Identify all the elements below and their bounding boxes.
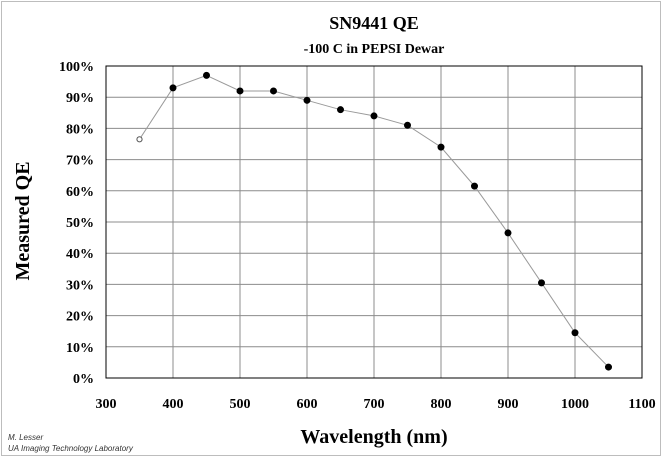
data-point: [437, 143, 445, 151]
data-point: [337, 106, 344, 114]
y-tick-label: 0%: [73, 372, 94, 387]
y-tick-label: 10%: [66, 341, 94, 356]
credit-lab: UA Imaging Technology Laboratory: [8, 444, 133, 453]
data-point: [169, 84, 177, 92]
x-tick-label: 400: [163, 397, 184, 412]
data-point: [203, 71, 210, 79]
data-point-open: [136, 136, 143, 143]
y-tick-label: 40%: [66, 247, 94, 262]
data-point: [471, 182, 478, 190]
y-tick-label: 20%: [66, 310, 94, 325]
data-point: [571, 329, 579, 337]
y-tick-label: 30%: [66, 278, 94, 293]
data-point: [404, 121, 411, 129]
y-tick-label: 100%: [59, 60, 94, 75]
chart-subtitle: -100 C in PEPSI Dewar: [304, 42, 445, 57]
y-tick-label: 90%: [66, 91, 94, 106]
x-tick-label: 1100: [628, 397, 655, 412]
data-point: [303, 96, 311, 104]
x-tick-label: 700: [364, 397, 385, 412]
data-point: [270, 87, 277, 95]
data-point: [236, 87, 244, 95]
data-point: [370, 112, 378, 120]
data-point: [538, 279, 545, 287]
x-tick-label: 500: [230, 397, 251, 412]
credit-author: M. Lesser: [8, 433, 44, 442]
plot-area-border: [105, 65, 643, 379]
y-axis-title: Measured QE: [12, 161, 34, 280]
x-axis-title: Wavelength (nm): [300, 426, 447, 448]
y-tick-label: 70%: [66, 154, 94, 169]
x-tick-label: 800: [431, 397, 452, 412]
data-point: [605, 363, 612, 371]
chart-title: SN9441 QE: [329, 13, 419, 33]
data-point: [504, 229, 512, 237]
y-tick-label: 60%: [66, 185, 94, 200]
grid: [105, 65, 643, 379]
tick-labels: 300 400 500 600 700 800 900 1000 1100 0% 10% 20% 30%…: [59, 60, 656, 412]
x-tick-label: 1000: [561, 397, 589, 412]
x-tick-label: 300: [96, 397, 117, 412]
x-tick-label: 900: [498, 397, 519, 412]
y-tick-label: 80%: [66, 122, 94, 137]
x-tick-label: 600: [297, 397, 318, 412]
series: [136, 71, 612, 371]
y-tick-label: 50%: [66, 216, 94, 231]
